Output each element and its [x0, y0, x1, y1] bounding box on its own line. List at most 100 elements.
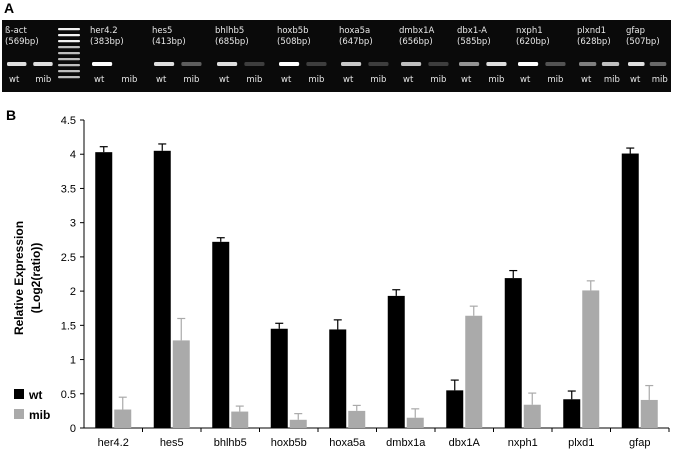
gel-lane-group: nxph1(620bp) wt mib [516, 26, 566, 85]
y-tick-label: 4 [70, 149, 76, 161]
gel-lane-label: wt [461, 75, 472, 85]
bar-wt [329, 329, 347, 428]
gel-amplicon-size: (656bp) [399, 37, 433, 47]
bar-wt [446, 390, 464, 428]
gel-amplicon-size: (507bp) [626, 37, 660, 47]
bar-marks [95, 143, 658, 429]
y-axis: 0 0.5 1 1.5 2 2.5 3 3.5 4 4.5 [61, 115, 85, 435]
panel-a-letter: A [4, 0, 14, 16]
x-category-label: dmbx1a [386, 437, 426, 449]
gel-lane-label: wt [94, 75, 105, 85]
gel-lane-group: bhlhb5(685bp) wt mib [215, 26, 265, 85]
gel-band [459, 62, 480, 66]
bar-wt [212, 241, 230, 428]
gel-amplicon-size: (628bp) [577, 37, 611, 47]
gel-band [217, 62, 238, 66]
gel-lane-label: mib [370, 75, 386, 85]
gel-lane-label: wt [343, 75, 354, 85]
gel-lane-group: hoxa5a(647bp) wt mib [339, 26, 389, 85]
bar-mib [523, 404, 541, 428]
dna-ladder [58, 28, 80, 79]
bar-wt [153, 150, 171, 429]
gel-band [244, 62, 265, 66]
bar-wt [270, 328, 288, 428]
y-tick-label: 3 [70, 218, 76, 230]
bar-wt [563, 399, 581, 428]
ladder-band [58, 64, 80, 67]
ladder-band [58, 28, 80, 31]
legend-label-mib: mib [29, 408, 50, 422]
gel-lane-label: mib [488, 75, 504, 85]
gel-lane-label: wt [9, 75, 20, 85]
gel-band [341, 62, 362, 66]
gel-lane-label: mib [547, 75, 563, 85]
gel-lane-label: mib [652, 75, 668, 85]
bar-wt [95, 152, 113, 428]
gel-band [154, 62, 175, 66]
gel-lane-label: mib [604, 75, 620, 85]
gel-band [368, 62, 389, 66]
gel-amplicon-size: (569bp) [5, 37, 39, 47]
y-axis-title-line2: (Log2(ratio)) [29, 243, 43, 314]
gel-gene-name: bhlhb5 [215, 26, 244, 36]
ladder-band [58, 46, 80, 49]
legend-label-wt: wt [28, 388, 42, 402]
gel-band [33, 62, 53, 66]
gel-lane-group: hes5(413bp) wt mib [152, 26, 202, 85]
gel-band [649, 62, 667, 66]
gel-gene-name: gfap [626, 26, 645, 36]
gel-band [545, 62, 566, 66]
bar-mib [114, 409, 132, 428]
gel-lane-group: ß-act(569bp) wt mib [5, 26, 53, 85]
gel-lane-label: wt [403, 75, 414, 85]
bar-mib [406, 417, 424, 428]
gel-gene-name: plxnd1 [577, 26, 606, 36]
gel-lane-label: wt [520, 75, 531, 85]
gel-lane-label: wt [156, 75, 167, 85]
x-category-label: plxd1 [568, 437, 594, 449]
gel-amplicon-size: (685bp) [215, 37, 249, 47]
gel-lane-group: dbx1-A(585bp) wt mib [457, 26, 507, 85]
gel-lane-label: mib [121, 75, 137, 85]
gel-band [306, 62, 327, 66]
x-axis: her4.2 hes5 bhlhb5 hoxb5b hoxa5a dmbx1a dbx1A n… [84, 427, 670, 449]
gel-gene-name: dbx1-A [457, 26, 487, 36]
gel-band [579, 62, 597, 66]
gel-band [518, 62, 539, 66]
legend-swatch-wt [14, 389, 24, 399]
ladder-band [58, 34, 80, 37]
gel-band [628, 62, 645, 66]
gel-lane-group: plxnd1(628bp) wt mib [577, 26, 620, 85]
gel-lane-label: wt [630, 75, 641, 85]
gel-gene-name: nxph1 [516, 26, 543, 36]
ladder-band [58, 70, 80, 73]
bar-mib [289, 419, 307, 428]
ladder-band [58, 58, 80, 61]
gel-lane-group: hoxb5b(508bp) wt mib [277, 26, 327, 85]
gel-lane-label: mib [35, 75, 51, 85]
gel-lane-label: wt [219, 75, 230, 85]
bar-mib [640, 399, 658, 428]
x-category-label: hoxb5b [271, 437, 307, 449]
x-category-label: gfap [629, 437, 650, 449]
y-axis-title-line1: Relative Expression [12, 221, 26, 335]
y-tick-label: 2.5 [61, 252, 76, 264]
gel-amplicon-size: (413bp) [152, 37, 186, 47]
bar-mib [172, 340, 190, 428]
gel-band [428, 62, 449, 66]
gel-gene-name: her4.2 [90, 26, 118, 36]
y-tick-label: 0 [70, 423, 76, 435]
x-category-label: dbx1A [449, 437, 481, 449]
panel-b-letter: B [6, 107, 16, 123]
gel-amplicon-size: (620bp) [516, 37, 550, 47]
legend-swatch-mib [14, 409, 24, 419]
y-tick-label: 4.5 [61, 115, 76, 127]
bar-wt [621, 153, 639, 428]
ladder-band [58, 52, 80, 55]
bar-wt [504, 278, 522, 428]
gel-amplicon-size: (508bp) [277, 37, 311, 47]
bar-mib [582, 290, 600, 428]
y-tick-label: 0.5 [61, 389, 76, 401]
gel-band [7, 62, 27, 66]
